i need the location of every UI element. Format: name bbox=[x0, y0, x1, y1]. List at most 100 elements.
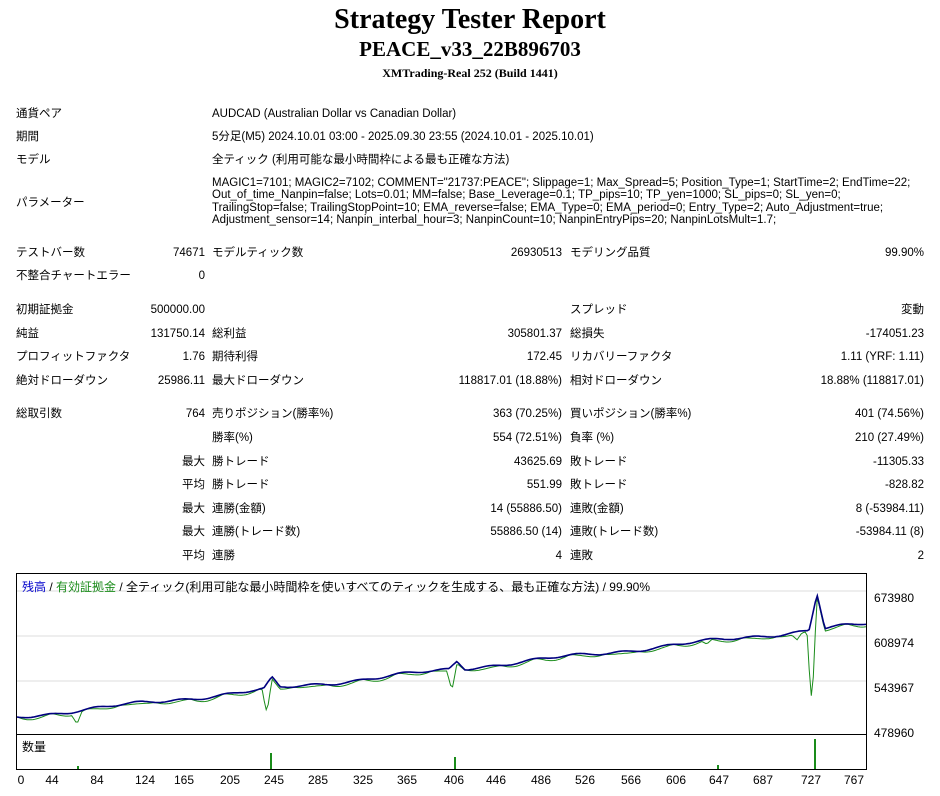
max-word-3: 最大 bbox=[182, 526, 205, 538]
trades-value: 764 bbox=[185, 408, 205, 420]
deposit-value: 500000.00 bbox=[150, 304, 205, 316]
x-tick-label: 486 bbox=[530, 773, 552, 787]
cons-loss-amt-value: 8 (-53984.11) bbox=[855, 503, 924, 515]
x-tick-label: 526 bbox=[574, 773, 596, 787]
chart-legend: 残高 / 有効証拠金 / 全ティック(利用可能な最小時間枠を使いすべてのティック… bbox=[22, 578, 650, 595]
abs-dd-label: 絶対ドローダウン bbox=[16, 375, 108, 387]
params-value: MAGIC1=7101; MAGIC2=7102; COMMENT="21737… bbox=[212, 177, 911, 226]
max-word-2: 最大 bbox=[182, 503, 205, 515]
max-win-value: 43625.69 bbox=[514, 456, 562, 468]
gross-profit-label: 総利益 bbox=[212, 328, 247, 340]
volume-bar bbox=[454, 757, 456, 769]
cons-win-amt-label: 連勝(金額) bbox=[212, 503, 266, 515]
x-tick-label: 84 bbox=[90, 773, 104, 787]
x-tick-label: 0 bbox=[17, 773, 25, 787]
pf-value: 1.76 bbox=[182, 351, 205, 363]
short-label: 売りポジション(勝率%) bbox=[212, 408, 334, 420]
avg-word: 平均 bbox=[182, 479, 205, 491]
period-label: 期間 bbox=[16, 131, 39, 143]
recovery-value: 1.11 (YRF: 1.11) bbox=[840, 351, 924, 363]
long-label: 買いポジション(勝率%) bbox=[570, 408, 692, 420]
cons-win-amt-value: 14 (55886.50) bbox=[490, 503, 562, 515]
equity-line bbox=[17, 596, 866, 723]
params-label: パラメーター bbox=[16, 197, 85, 209]
payoff-value: 172.45 bbox=[526, 351, 562, 363]
loss-rate-value: 210 (27.49%) bbox=[854, 432, 924, 444]
legend-description: / 全ティック(利用可能な最小時間枠を使いすべてのティックを生成する、最も正確な… bbox=[116, 580, 650, 594]
recovery-label: リカバリーファクタ bbox=[570, 351, 673, 363]
legend-equity: 有効証拠金 bbox=[56, 580, 117, 594]
x-tick-label: 124 bbox=[134, 773, 156, 787]
max-loss-value: -11305.33 bbox=[873, 456, 924, 468]
volume-bar bbox=[77, 766, 79, 769]
x-tick-label: 245 bbox=[263, 773, 285, 787]
x-tick-label: 566 bbox=[620, 773, 642, 787]
x-tick-label: 687 bbox=[752, 773, 774, 787]
trades-label: 総取引数 bbox=[16, 408, 62, 420]
cons-win-trd-label: 連勝(トレード数) bbox=[212, 526, 301, 538]
x-tick-label: 205 bbox=[219, 773, 241, 787]
bars-value: 74671 bbox=[173, 247, 205, 259]
loss-rate-label: 負率 (%) bbox=[570, 432, 615, 444]
x-tick-label: 406 bbox=[443, 773, 465, 787]
model-value: 全ティック (利用可能な最小時間枠による最も正確な方法) bbox=[212, 154, 510, 166]
volume-bar bbox=[717, 765, 719, 769]
balance-line bbox=[17, 592, 866, 719]
pf-label: プロフィットファクタ bbox=[16, 351, 131, 363]
ticks-label: モデルティック数 bbox=[212, 247, 304, 259]
volume-chart: 数量 bbox=[16, 734, 867, 770]
gross-loss-label: 総損失 bbox=[570, 328, 605, 340]
server-name: XMTrading-Real 252 (Build 1441) bbox=[382, 66, 558, 80]
volume-bar bbox=[814, 739, 816, 769]
cons-loss-trd-label: 連敗(トレード数) bbox=[570, 526, 659, 538]
win-rate-label: 勝率(%) bbox=[212, 432, 253, 444]
y-tick-label: 608974 bbox=[874, 636, 915, 650]
short-value: 363 (70.25%) bbox=[492, 408, 562, 420]
payoff-label: 期待利得 bbox=[212, 351, 258, 363]
net-value: 131750.14 bbox=[150, 328, 205, 340]
x-tick-label: 285 bbox=[307, 773, 329, 787]
mismatch-value: 0 bbox=[198, 270, 205, 282]
cons-win-trd-value: 55886.50 (14) bbox=[490, 526, 562, 538]
ticks-value: 26930513 bbox=[510, 247, 562, 259]
legend-balance: 残高 bbox=[22, 580, 47, 594]
deposit-label: 初期証拠金 bbox=[16, 304, 74, 316]
avg-win-value: 551.99 bbox=[526, 479, 562, 491]
avg-cons-win-value: 4 bbox=[555, 550, 562, 562]
spread-label: スプレッド bbox=[570, 304, 628, 316]
cons-loss-trd-value: -53984.11 (8) bbox=[855, 526, 924, 538]
spread-value: 変動 bbox=[901, 304, 924, 316]
x-tick-label: 165 bbox=[173, 773, 195, 787]
y-tick-label: 673980 bbox=[874, 591, 915, 605]
balance-chart: 残高 / 有効証拠金 / 全ティック(利用可能な最小時間枠を使いすべてのティック… bbox=[16, 573, 867, 735]
long-value: 401 (74.56%) bbox=[854, 408, 924, 420]
abs-dd-value: 25986.11 bbox=[157, 375, 205, 387]
bars-label: テストバー数 bbox=[16, 247, 85, 259]
equity-curve-plot bbox=[17, 590, 866, 723]
y-tick-label: 478960 bbox=[874, 726, 915, 740]
volume-label: 数量 bbox=[22, 740, 47, 754]
mismatch-label: 不整合チャートエラー bbox=[16, 270, 131, 282]
rel-dd-label: 相対ドローダウン bbox=[570, 375, 662, 387]
avg-cons-win-label: 連勝 bbox=[212, 550, 235, 562]
x-tick-label: 325 bbox=[352, 773, 374, 787]
max-dd-value: 118817.01 (18.88%) bbox=[458, 375, 562, 387]
legend-separator: / bbox=[46, 580, 57, 594]
avg-word-2: 平均 bbox=[182, 550, 205, 562]
y-tick-label: 543967 bbox=[874, 681, 915, 695]
x-tick-label: 446 bbox=[485, 773, 507, 787]
symbol-label: 通貨ペア bbox=[16, 108, 62, 120]
max-word: 最大 bbox=[182, 456, 205, 468]
avg-loss-label: 敗トレード bbox=[570, 479, 628, 491]
gross-loss-value: -174051.23 bbox=[865, 328, 924, 340]
max-win-label: 勝トレード bbox=[212, 456, 270, 468]
period-value: 5分足(M5) 2024.10.01 03:00 - 2025.09.30 23… bbox=[212, 131, 594, 143]
x-tick-label: 365 bbox=[396, 773, 418, 787]
x-tick-label: 606 bbox=[665, 773, 687, 787]
max-dd-label: 最大ドローダウン bbox=[212, 375, 304, 387]
avg-cons-loss-label: 連敗 bbox=[570, 550, 593, 562]
avg-loss-value: -828.82 bbox=[884, 479, 924, 491]
max-loss-label: 敗トレード bbox=[570, 456, 628, 468]
rel-dd-value: 18.88% (118817.01) bbox=[820, 375, 924, 387]
quality-value: 99.90% bbox=[884, 247, 924, 259]
